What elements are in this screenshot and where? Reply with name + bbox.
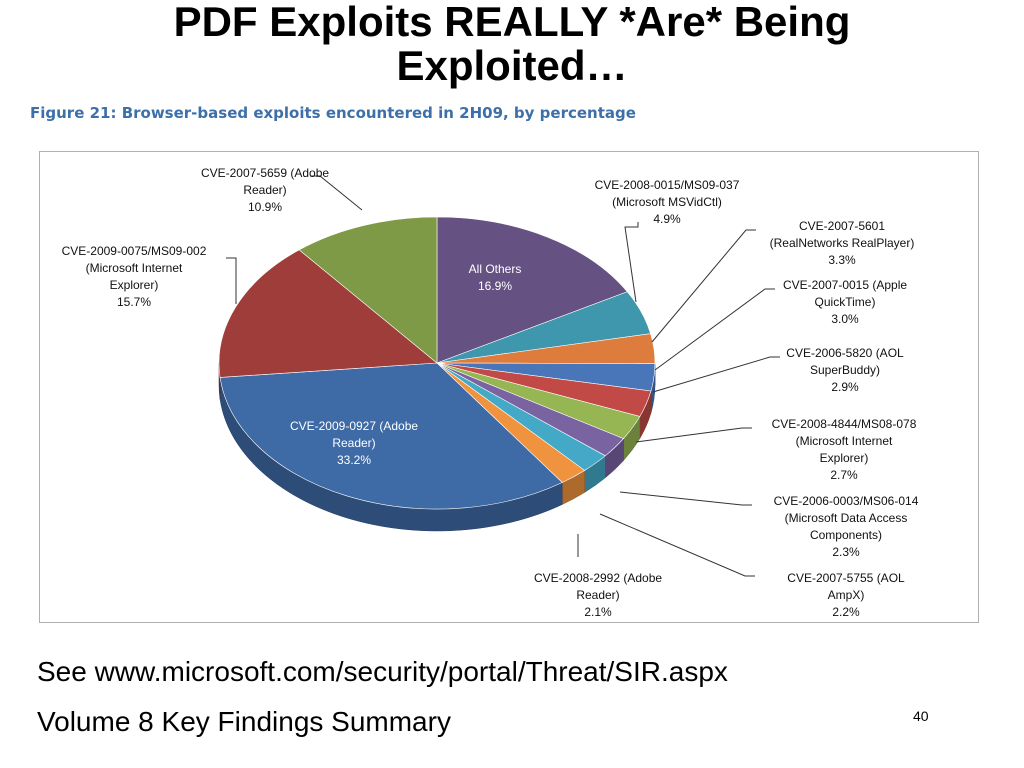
summary-text: Volume 8 Key Findings Summary <box>37 706 451 737</box>
leader-line-4 <box>652 356 780 393</box>
pie-slice-10 <box>218 249 438 378</box>
leader-line-1 <box>624 222 639 303</box>
slice-label-7: CVE-2007-5755 (AOL AmpX) 2.2% <box>787 571 905 619</box>
slice-label-6: CVE-2006-0003/MS06-014 (Microsoft Data Ac… <box>774 494 919 559</box>
leader-line-11 <box>310 175 363 211</box>
leader-line-7 <box>599 513 755 577</box>
slide-title-line-1: PDF Exploits REALLY *Are* Being <box>173 0 851 45</box>
slice-label-3: CVE-2007-0015 (Apple QuickTime) 3.0% <box>783 278 907 326</box>
leader-line-3 <box>654 288 775 371</box>
slice-label-8: CVE-2008-2992 (Adobe Reader) 2.1% <box>534 571 662 619</box>
slice-label-10: CVE-2009-0075/MS09-002 (Microsoft Interne… <box>62 244 207 309</box>
pie-chart-frame: All Others 16.9% CVE-2008-0015/MS09-037 (Mi… <box>39 151 979 623</box>
slice-label-0: All Others 16.9% <box>469 262 522 293</box>
pie-slice-0 <box>436 216 628 364</box>
leader-line-10 <box>226 257 237 304</box>
leader-line-2 <box>651 229 756 343</box>
leader-line-5 <box>635 427 752 443</box>
slice-label-2: CVE-2007-5601 (RealNetworks RealPlayer) 3.… <box>770 219 915 267</box>
pie-slice-11 <box>298 216 438 364</box>
slice-label-1: CVE-2008-0015/MS09-037 (Microsoft MSVidCt… <box>595 178 740 226</box>
pie-chart: All Others 16.9% CVE-2008-0015/MS09-037 (Mi… <box>62 166 919 619</box>
slide-title-line-2: Exploited… <box>396 42 628 89</box>
slice-label-4: CVE-2006-5820 (AOL SuperBuddy) 2.9% <box>786 346 904 394</box>
figure-caption: Figure 21: Browser-based exploits encoun… <box>30 104 636 122</box>
slice-label-9: CVE-2009-0927 (Adobe Reader) 33.2% <box>290 419 418 467</box>
slice-label-5: CVE-2008-4844/MS08-078 (Microsoft Interne… <box>772 417 917 482</box>
source-link-text: See www.microsoft.com/security/portal/Th… <box>37 656 728 687</box>
pie-slice-9 <box>219 362 563 510</box>
leader-line-6 <box>619 491 752 506</box>
page-number: 40 <box>913 708 929 724</box>
slice-label-11: CVE-2007-5659 (Adobe Reader) 10.9% <box>201 166 329 214</box>
slide-title: PDF Exploits REALLY *Are* Being Exploite… <box>0 0 1024 100</box>
